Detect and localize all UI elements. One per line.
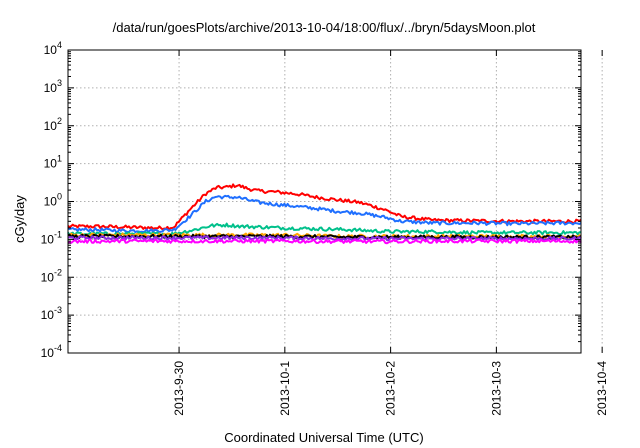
y-tick-label: 10-3 bbox=[41, 305, 62, 322]
chart-title: /data/run/goesPlots/archive/2013-10-04/1… bbox=[113, 20, 536, 35]
series-line-7 bbox=[67, 238, 582, 245]
series-line-3 bbox=[67, 222, 582, 237]
series-line-5 bbox=[67, 233, 582, 240]
x-tick-label: 2013-10-2 bbox=[384, 361, 398, 416]
x-tick-label: 2013-9-30 bbox=[172, 361, 186, 416]
y-axis-ticks: 10-4 10-3 10-2 10-1 100 101 102 103 104 bbox=[41, 40, 581, 360]
series-line-6 bbox=[68, 235, 582, 242]
series-line-2 bbox=[67, 194, 582, 234]
y-tick-label: 101 bbox=[44, 154, 62, 171]
y-tick-label: 100 bbox=[44, 192, 62, 209]
y-tick-label: 102 bbox=[44, 116, 62, 133]
y-tick-label: 10-1 bbox=[41, 229, 62, 246]
x-tick-label: 2013-10-3 bbox=[489, 361, 503, 416]
y-tick-label: 10-2 bbox=[41, 267, 62, 284]
x-tick-label: 2013-10-4 bbox=[595, 361, 609, 416]
y-tick-label: 104 bbox=[44, 40, 62, 57]
y-tick-label: 10-4 bbox=[41, 343, 62, 360]
y-axis-label: cGy/day bbox=[12, 195, 27, 243]
series-line-1 bbox=[67, 183, 582, 231]
x-axis-label: Coordinated Universal Time (UTC) bbox=[224, 430, 423, 445]
grid-lines bbox=[68, 50, 603, 353]
x-axis-ticks: 2013-9-30 2013-10-1 2013-10-2 2013-10-3 2013… bbox=[172, 50, 609, 416]
series-group bbox=[67, 183, 582, 245]
y-tick-label: 103 bbox=[44, 78, 62, 95]
x-tick-label: 2013-10-1 bbox=[278, 361, 292, 416]
